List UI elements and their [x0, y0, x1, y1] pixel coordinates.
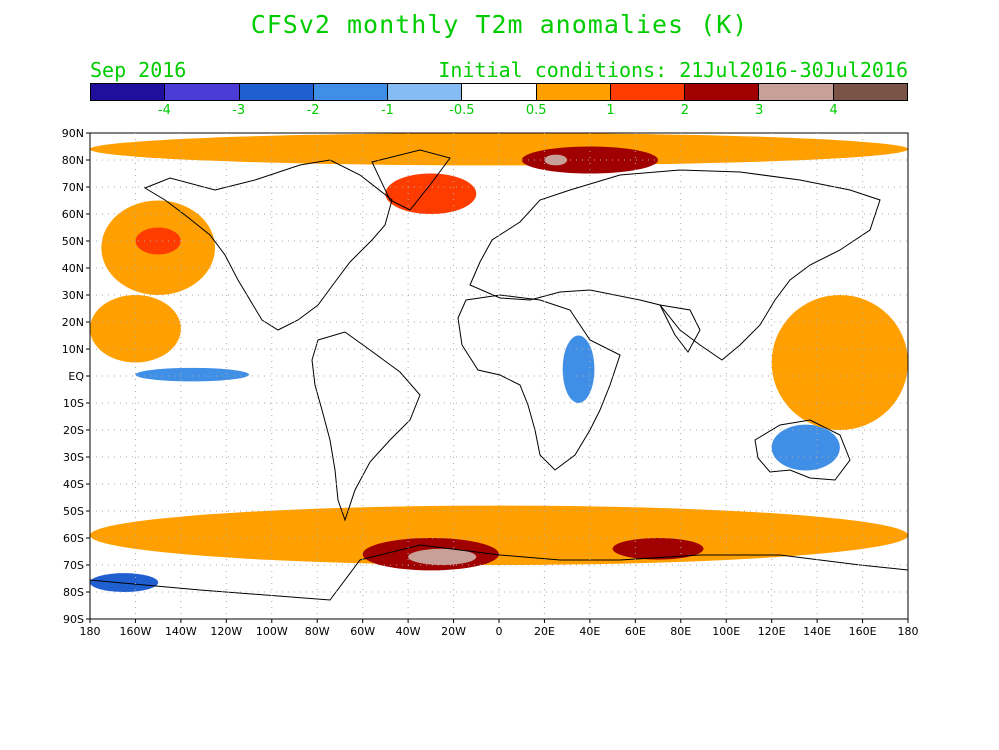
- kara-sea-peak: [544, 154, 568, 166]
- lat-label: 40S: [63, 478, 84, 491]
- colorbar-label: -4: [157, 103, 171, 118]
- lon-label: 80W: [305, 625, 330, 638]
- lon-label: 100E: [712, 625, 740, 638]
- weddell-peak: [408, 548, 477, 566]
- colorbar-label: -1: [380, 103, 394, 118]
- colorbar-segment: [833, 84, 907, 100]
- lon-label: 140E: [803, 625, 831, 638]
- equatorial-pacific-cool: [135, 367, 250, 382]
- graticule: [90, 133, 908, 619]
- lon-label: 160W: [120, 625, 152, 638]
- lon-label: 0: [496, 625, 503, 638]
- colorbar-segment: [759, 84, 834, 100]
- lat-label: 30N: [62, 289, 84, 302]
- lon-label: 40E: [579, 625, 600, 638]
- coastlines: [90, 149, 908, 601]
- lon-label: 20E: [534, 625, 555, 638]
- colorbar-label: 3: [755, 103, 764, 118]
- lat-label: 60N: [62, 208, 84, 221]
- arctic-warm-band: [90, 133, 908, 166]
- lon-label: 180: [80, 625, 101, 638]
- map-title: CFSv2 monthly T2m anomalies (K): [250, 10, 749, 39]
- lon-label: 180: [898, 625, 919, 638]
- lat-label: 90N: [62, 127, 84, 140]
- lat-label: 70N: [62, 181, 84, 194]
- lon-label: 120W: [210, 625, 242, 638]
- lat-label: 60S: [63, 532, 84, 545]
- colorbar-segment: [165, 84, 240, 100]
- lat-label: 20S: [63, 424, 84, 437]
- colorbar-label: 0.5: [525, 103, 547, 118]
- colorbar-labels: -4 -3 -2 -1 -0.5 0.5 1 2 3 4: [90, 103, 908, 119]
- lat-label: 80N: [62, 154, 84, 167]
- arctic-russia-hot: [521, 146, 659, 174]
- lon-label: 140W: [165, 625, 197, 638]
- lat-label: 50N: [62, 235, 84, 248]
- lat-label: 90S: [63, 613, 84, 626]
- lon-label: 20W: [441, 625, 466, 638]
- lat-label: 70S: [63, 559, 84, 572]
- colorbar-label: -0.5: [449, 103, 475, 118]
- colorbar-label: 2: [680, 103, 690, 118]
- lon-label: 120E: [758, 625, 786, 638]
- colorbar: [90, 83, 908, 101]
- north-atlantic-warm: [385, 173, 477, 214]
- ross-sea-cool: [90, 573, 159, 592]
- lat-label: 80S: [63, 586, 84, 599]
- colorbar-segment: [239, 84, 314, 100]
- colorbar-segment: [536, 84, 611, 100]
- colorbar-label: -3: [232, 103, 246, 118]
- lon-label: 40W: [396, 625, 421, 638]
- longitude-labels: 180 160W 140W 120W 100W 80W 60W 40W 20W 0 20E 40E 60…: [80, 619, 919, 638]
- lat-label: 20N: [62, 316, 84, 329]
- colorbar-segment: [685, 84, 760, 100]
- colorbar-segment: [91, 84, 166, 100]
- colorbar-segment: [610, 84, 686, 100]
- east-africa-cool: [562, 335, 595, 403]
- lat-label: EQ: [68, 370, 84, 383]
- colorbar-label: -2: [306, 103, 320, 118]
- lat-label: 10S: [63, 397, 84, 410]
- colorbar-label: 4: [829, 103, 838, 118]
- tropical-pacific-warm: [90, 295, 181, 363]
- lat-label: 40N: [62, 262, 84, 275]
- colorbar-segment: [388, 84, 463, 100]
- colorbar-segment: [462, 84, 537, 100]
- initial-conditions: Initial conditions: 21Jul2016-30Jul2016: [438, 58, 908, 82]
- lat-label: 50S: [63, 505, 84, 518]
- lat-label: 10N: [62, 343, 84, 356]
- lon-label: 80E: [670, 625, 691, 638]
- australia-cool: [771, 424, 840, 471]
- lon-label: 160E: [849, 625, 877, 638]
- gulf-of-alaska-hot: [135, 227, 181, 255]
- colorbar-segment: [313, 84, 389, 100]
- lon-label: 60E: [625, 625, 646, 638]
- lon-label: 60W: [350, 625, 375, 638]
- valid-month: Sep 2016: [90, 58, 187, 82]
- colorbar-label: 1: [606, 103, 615, 118]
- indian-southern-hot: [612, 538, 704, 560]
- western-pacific-warm: [771, 295, 908, 430]
- lat-label: 30S: [63, 451, 84, 464]
- lon-label: 100W: [256, 625, 288, 638]
- latitude-labels: 90N 80N 70N 60N 50N 40N 30N 20N 10N EQ 10S 20S 30S 40…: [62, 127, 90, 626]
